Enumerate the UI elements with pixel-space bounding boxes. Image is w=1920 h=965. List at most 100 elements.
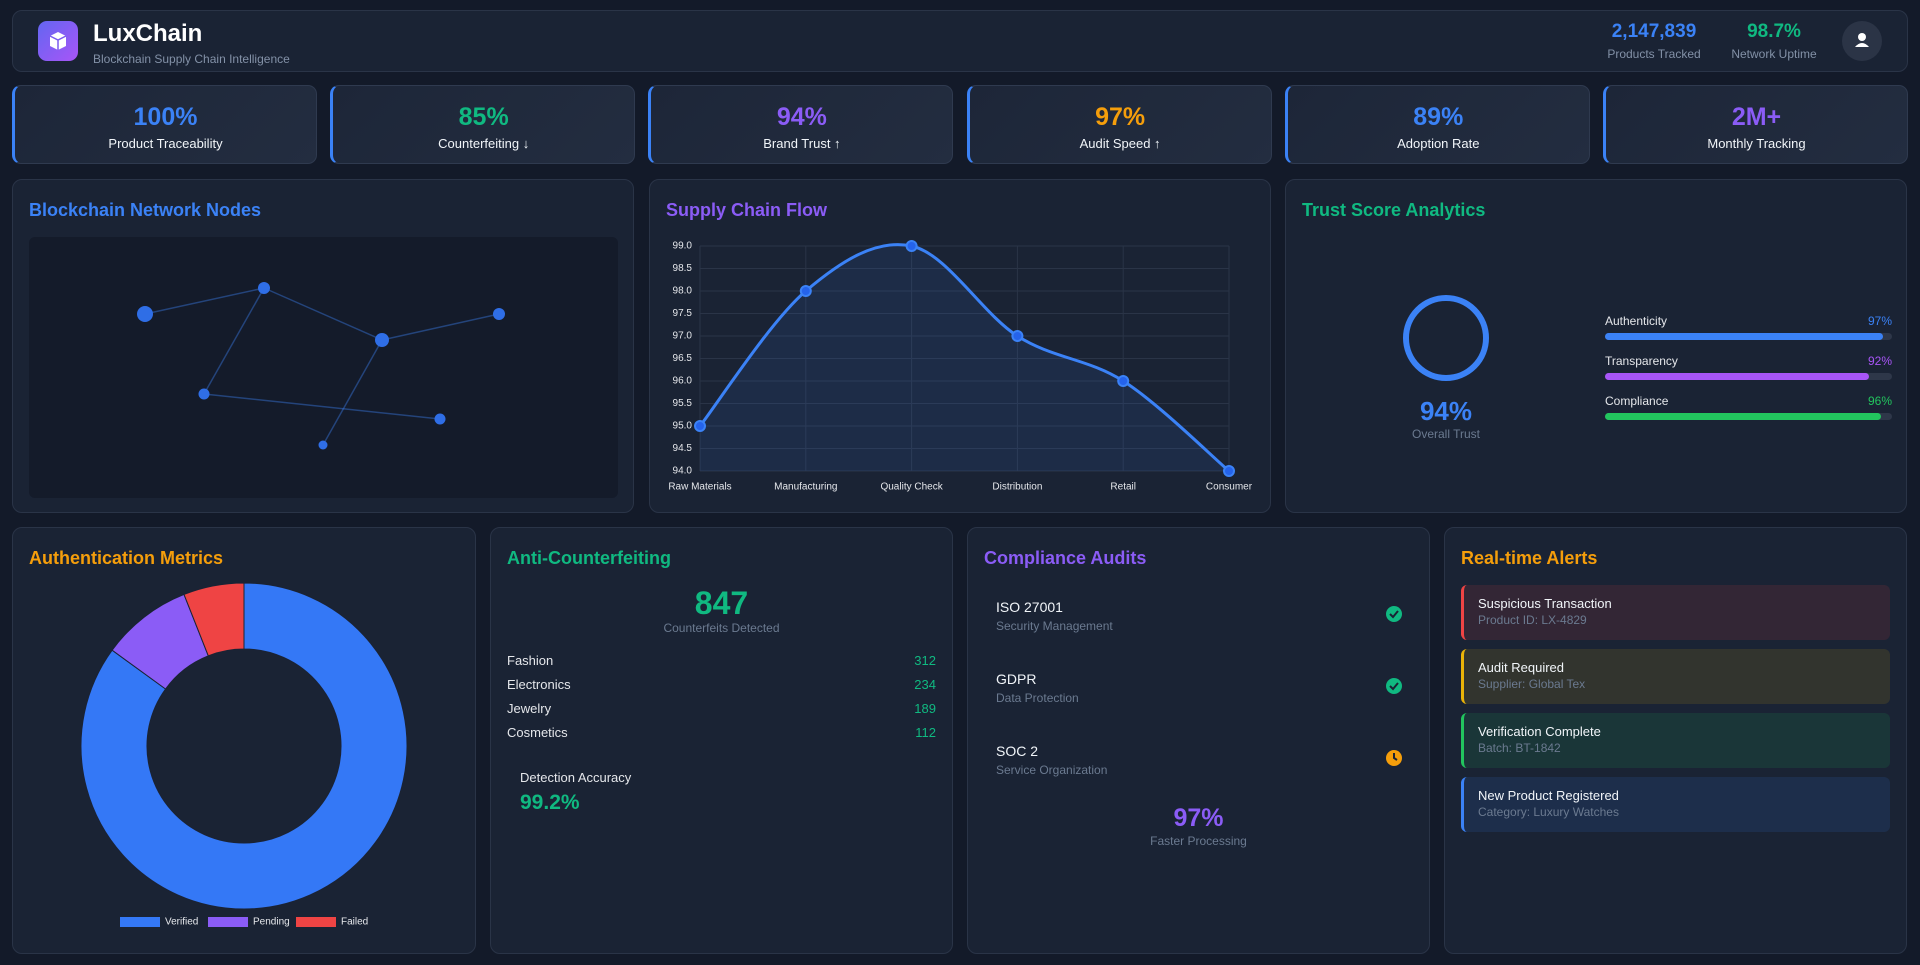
x-tick-label: Consumer (1206, 482, 1253, 493)
alert-detail: Product ID: LX-4829 (1478, 613, 1587, 627)
line (698, 243, 1230, 473)
point (799, 285, 812, 297)
legend-swatch (120, 917, 160, 927)
doughnut-segment (80, 582, 408, 910)
category-name: Electronics (507, 677, 571, 692)
panel-title: Anti-Counterfeiting (507, 548, 671, 568)
metric-name: Authenticity (1605, 314, 1668, 328)
y-tick-label: 97.5 (673, 308, 693, 319)
audit-description: Security Management (996, 619, 1113, 633)
status-icon (1385, 677, 1403, 695)
audit-name: GDPR (996, 671, 1037, 687)
total-value: 847 (694, 585, 749, 621)
kpi-label: Product Traceability (108, 136, 223, 151)
kpi-value: 85% (458, 103, 509, 131)
overall-value: 94% (1419, 396, 1473, 426)
alerts-panel: Real-time Alerts Suspicious Transaction P… (1444, 527, 1907, 954)
line-area (700, 244, 1229, 471)
kpi-value: 2M+ (1731, 103, 1782, 131)
compliance-panel: Compliance Audits ISO 27001 Security Mana… (967, 527, 1430, 954)
trust-ring (1403, 295, 1489, 381)
category-count: 189 (914, 701, 936, 716)
kpi-label: Audit Speed ↑ (1079, 136, 1161, 151)
metric-label: 97% (1867, 314, 1892, 328)
panel-title: Supply Chain Flow (666, 200, 827, 220)
point (694, 420, 706, 432)
y-tick-label: 98.0 (673, 286, 693, 297)
legend-swatch (296, 917, 336, 927)
status-clock (1393, 753, 1398, 761)
status-check (1389, 682, 1399, 691)
metric-label: 96% (1867, 394, 1892, 408)
kpi-card: 97% Audit Speed ↑ (966, 85, 1272, 164)
audit-description: Data Protection (996, 691, 1079, 705)
legend-swatch (208, 917, 248, 927)
alert-detail: Batch: BT-1842 (1478, 741, 1561, 755)
alert-title: Verification Complete (1478, 724, 1601, 739)
y-tick-label: 94.0 (673, 466, 693, 477)
alert: Suspicious Transaction Product ID: LX-482… (1461, 585, 1890, 640)
app-title: LuxChain (93, 20, 203, 47)
panel-title: Real-time Alerts (1461, 548, 1598, 568)
audit-description: Service Organization (996, 763, 1108, 777)
flow-panel: Supply Chain Flow 94.0 94.5 95.0 95.5 96.0 96… (649, 179, 1271, 513)
logo (38, 21, 78, 61)
panel-title: Trust Score Analytics (1302, 200, 1486, 220)
accuracy-label: Detection Accuracy (520, 770, 632, 785)
kpi-card: 94% Brand Trust ↑ (648, 85, 954, 164)
panel-title: Compliance Audits (984, 548, 1147, 568)
category-name: Fashion (507, 653, 554, 668)
stat-label: Products Tracked (1607, 47, 1701, 61)
kpi-row: 100% Product Traceability 85% Counterfeitin… (12, 85, 1908, 164)
user-avatar[interactable] (1842, 21, 1882, 61)
trust-panel: Trust Score Analytics 94% Overall Trust … (1285, 179, 1907, 513)
y-tick-label: 95.5 (673, 398, 693, 409)
alert: Audit Required Supplier: Global Tex (1461, 649, 1890, 704)
status-svg (1386, 678, 1402, 694)
y-tick-label: 94.5 (673, 443, 693, 454)
doughnut-segment (183, 582, 245, 657)
point (905, 240, 918, 252)
stat-value: 2,147,839 (1611, 21, 1697, 42)
kpi-value: 100% (133, 103, 198, 131)
status-check (1389, 610, 1399, 619)
line-chart: 94.0 94.5 95.0 95.5 96.0 96.5 97.0 97.5 98.0 98.5… (668, 240, 1253, 493)
x-tick-label: Retail (1110, 482, 1136, 493)
point (1011, 330, 1024, 342)
stat-value: 98.7% (1747, 21, 1801, 42)
y-tick-label: 96.0 (673, 376, 693, 387)
y-tick-label: 99.0 (673, 241, 693, 252)
category-name: Cosmetics (507, 725, 568, 740)
category-count: 234 (914, 677, 936, 692)
alert-detail: Supplier: Global Tex (1478, 677, 1586, 691)
y-tick-label: 95.0 (673, 421, 693, 432)
alert: Verification Complete Batch: BT-1842 (1461, 713, 1890, 768)
status-svg (1386, 606, 1402, 622)
audit-name: ISO 27001 (996, 599, 1063, 615)
accuracy-value: 99.2% (520, 791, 580, 814)
kpi-label: Adoption Rate (1397, 136, 1480, 151)
kpi-card: 85% Counterfeiting ↓ (330, 85, 636, 164)
logo-icon (49, 32, 67, 50)
alert-title: New Product Registered (1478, 788, 1619, 803)
app-subtitle: Blockchain Supply Chain Intelligence (93, 52, 290, 66)
alert-title: Audit Required (1478, 660, 1564, 675)
alert-title: Suspicious Transaction (1478, 596, 1612, 611)
status-circle (1386, 606, 1402, 622)
kpi-value: 89% (1413, 103, 1464, 131)
y-tick-label: 98.5 (673, 263, 693, 274)
header-stat: 2,147,839 Products Tracked (1594, 21, 1714, 61)
overall-label: Overall Trust (1411, 427, 1480, 441)
point (1117, 375, 1130, 387)
kpi-card: 100% Product Traceability (12, 85, 317, 164)
metric-value: 97% (1173, 804, 1224, 832)
y-tick-label: 97.0 (673, 331, 693, 342)
bar (1605, 333, 1884, 340)
legend-label: Pending (253, 917, 290, 928)
status-icon (1385, 749, 1403, 767)
legend-label: Verified (165, 917, 198, 928)
x-tick-label: Manufacturing (774, 482, 837, 493)
kpi-value: 97% (1095, 103, 1146, 131)
category-name: Jewelry (507, 701, 552, 716)
